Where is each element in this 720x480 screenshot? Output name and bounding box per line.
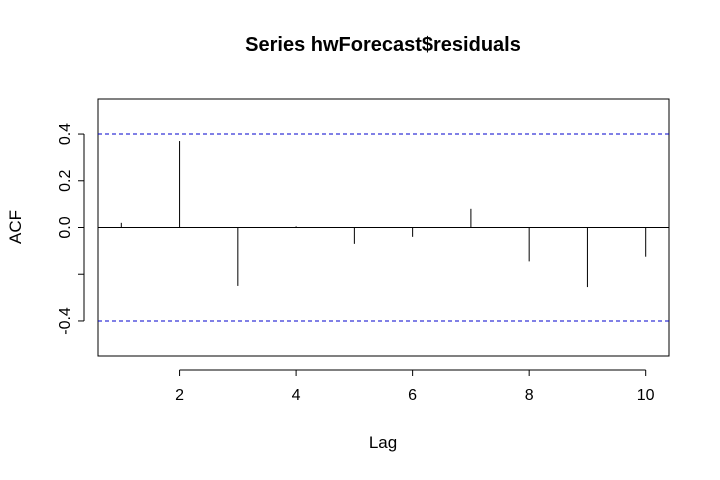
- x-tick-label: 8: [525, 387, 534, 404]
- chart-title: Series hwForecast$residuals: [245, 34, 521, 56]
- y-axis-label: ACF: [6, 210, 25, 244]
- y-tick-label: 0.2: [57, 170, 74, 192]
- acf-bars: [120, 141, 647, 288]
- y-tick-label: -0.4: [57, 307, 74, 335]
- x-tick-label: 6: [408, 387, 417, 404]
- y-axis: -0.4 0.0 0.2 0.4: [57, 123, 85, 335]
- x-axis-label: Lag: [369, 433, 397, 452]
- x-tick-label: 4: [292, 387, 301, 404]
- y-tick-label: 0.0: [57, 216, 74, 238]
- x-tick-label: 2: [175, 387, 184, 404]
- x-tick-label: 10: [637, 387, 655, 404]
- y-tick-label: 0.4: [57, 123, 74, 145]
- x-axis: 2 4 6 8 10: [175, 369, 655, 404]
